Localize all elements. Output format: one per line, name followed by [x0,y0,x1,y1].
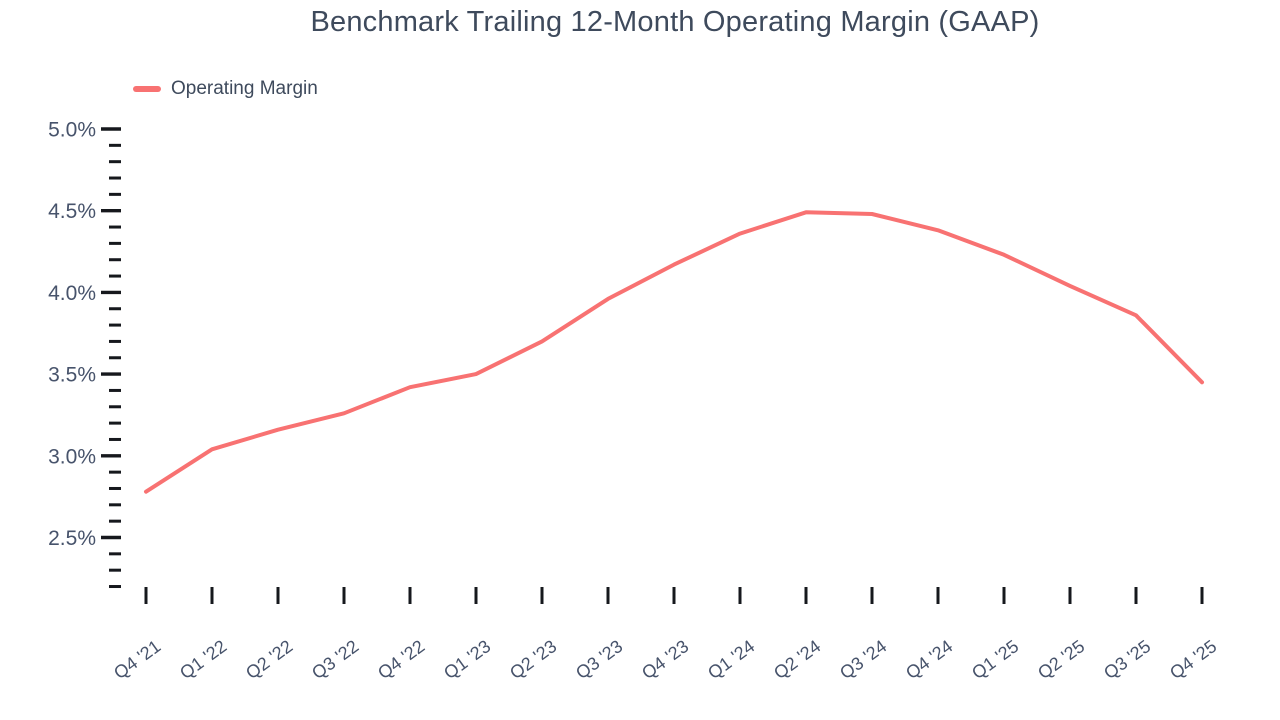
x-axis-tick-label: Q3 '23 [572,636,626,683]
y-axis-tick-label: 3.0% [48,445,96,468]
legend-swatch-icon [133,86,161,92]
x-axis-tick-label: Q3 '22 [308,636,362,683]
x-axis-tick-label: Q4 '21 [110,636,164,683]
x-axis-tick-label: Q4 '23 [638,636,692,683]
y-axis-tick-label: 2.5% [48,527,96,550]
x-axis-tick-label: Q1 '25 [968,636,1022,683]
x-axis-tick-label: Q2 '24 [770,636,824,683]
legend-item-operating-margin[interactable]: Operating Margin [133,78,318,100]
y-axis-tick-label: 4.5% [48,200,96,223]
y-axis-tick-label: 5.0% [48,119,96,142]
x-axis-tick-label: Q3 '24 [836,636,890,683]
x-axis-tick-label: Q1 '23 [440,636,494,683]
x-axis-tick-label: Q3 '25 [1100,636,1154,683]
x-axis-tick-label: Q1 '22 [176,636,230,683]
x-axis-tick-label: Q2 '23 [506,636,560,683]
x-axis-tick-label: Q4 '24 [902,636,956,683]
x-axis-tick-label: Q1 '24 [704,636,758,683]
legend-label: Operating Margin [171,78,318,99]
y-axis-tick-label: 4.0% [48,282,96,305]
x-axis-tick-label: Q4 '22 [374,636,428,683]
x-axis-tick-label: Q4 '25 [1166,636,1220,683]
y-axis-tick-label: 3.5% [48,364,96,387]
operating-margin-series-line [144,210,1204,494]
x-axis-tick-label: Q2 '22 [242,636,296,683]
chart-title: Benchmark Trailing 12-Month Operating Ma… [310,6,1040,38]
x-axis-tick-label: Q2 '25 [1034,636,1088,683]
